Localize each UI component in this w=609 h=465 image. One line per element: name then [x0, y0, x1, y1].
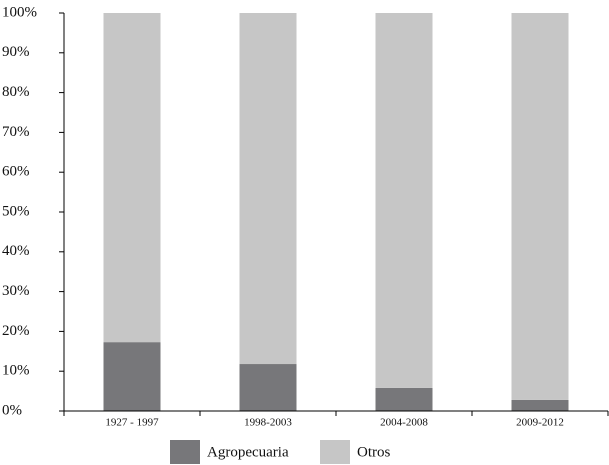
- y-tick-label: 100%: [2, 4, 37, 20]
- bar-segment: [511, 13, 569, 400]
- y-tick-label: 20%: [2, 323, 30, 339]
- legend-label: Otros: [357, 444, 390, 460]
- x-tick-label: 1927 - 1997: [105, 417, 159, 429]
- y-tick-label: 10%: [2, 363, 30, 379]
- x-tick-label: 2009-2012: [516, 417, 564, 429]
- y-tick-label: 60%: [2, 164, 30, 180]
- legend-swatch: [170, 440, 200, 464]
- y-tick-label: 90%: [2, 44, 30, 60]
- y-tick-label: 0%: [2, 402, 22, 418]
- y-tick-label: 70%: [2, 124, 30, 140]
- bar-segment: [239, 13, 297, 365]
- bar-segment: [375, 13, 433, 388]
- y-tick-label: 30%: [2, 283, 30, 299]
- y-tick-label: 80%: [2, 84, 30, 100]
- y-tick-label: 40%: [2, 243, 30, 259]
- bar-segment: [239, 364, 297, 411]
- y-tick-label: 50%: [2, 203, 30, 219]
- bar-segment: [103, 13, 161, 343]
- x-tick-label: 1998-2003: [244, 417, 292, 429]
- bar-segment: [375, 387, 433, 411]
- bar-segment: [511, 399, 569, 411]
- x-tick-label: 2004-2008: [380, 417, 428, 429]
- legend-label: Agropecuaria: [207, 444, 289, 460]
- legend-swatch: [320, 440, 350, 464]
- bar-segment: [103, 342, 161, 411]
